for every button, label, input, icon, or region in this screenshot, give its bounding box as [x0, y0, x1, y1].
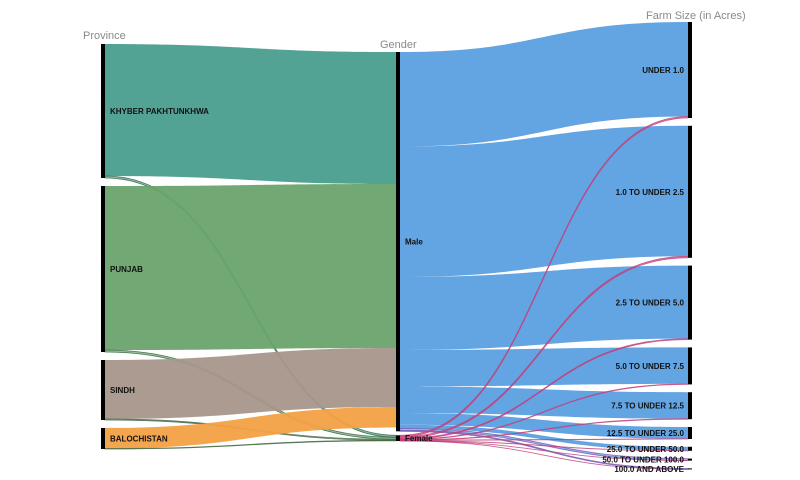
node-label-s7: 25.0 TO UNDER 50.0	[607, 445, 685, 454]
node-s8[interactable]	[688, 458, 692, 461]
node-label-sindh: SINDH	[110, 386, 135, 395]
link-male-to-s2[interactable]	[400, 125, 688, 277]
node-label-balochistan: BALOCHISTAN	[110, 435, 168, 444]
node-s5[interactable]	[688, 392, 692, 420]
link-sindh-to-male[interactable]	[105, 348, 396, 419]
column-header-farm-size: Farm Size (in Acres)	[646, 10, 746, 22]
node-label-punjab: PUNJAB	[110, 265, 143, 274]
link-male-to-s5[interactable]	[400, 386, 688, 419]
node-label-s2: 1.0 TO UNDER 2.5	[616, 188, 685, 197]
node-label-s4: 5.0 TO UNDER 7.5	[616, 362, 685, 371]
node-label-s9: 100.0 AND ABOVE	[614, 465, 684, 474]
node-label-s5: 7.5 TO UNDER 12.5	[611, 402, 684, 411]
node-s4[interactable]	[688, 347, 692, 385]
node-s2[interactable]	[688, 125, 692, 258]
node-label-s3: 2.5 TO UNDER 5.0	[616, 299, 685, 308]
node-s7[interactable]	[688, 446, 692, 451]
node-label-kp: KHYBER PAKHTUNKHWA	[110, 107, 209, 116]
link-male-to-s7[interactable]	[400, 424, 688, 451]
node-male[interactable]	[396, 52, 400, 432]
link-male-to-s1[interactable]	[400, 22, 688, 147]
column-header-gender: Gender	[380, 39, 417, 51]
link-balochistan-to-male[interactable]	[105, 407, 396, 449]
node-female[interactable]	[396, 435, 400, 441]
node-s9[interactable]	[688, 468, 692, 470]
node-s1[interactable]	[688, 22, 692, 118]
link-kp-to-male[interactable]	[105, 44, 396, 184]
node-label-s6: 12.5 TO UNDER 25.0	[607, 429, 685, 438]
node-kp[interactable]	[101, 44, 105, 178]
node-label-female: Female	[405, 434, 433, 443]
node-punjab[interactable]	[101, 186, 105, 352]
link-male-to-s4[interactable]	[400, 347, 688, 387]
node-balochistan[interactable]	[101, 428, 105, 449]
node-s6[interactable]	[688, 427, 692, 439]
link-male-to-s3[interactable]	[400, 265, 688, 350]
node-sindh[interactable]	[101, 360, 105, 420]
node-label-s8: 50.0 TO UNDER 100.0	[602, 456, 684, 465]
column-header-province: Province	[83, 30, 126, 42]
node-s3[interactable]	[688, 265, 692, 340]
link-punjab-to-male[interactable]	[105, 184, 396, 350]
node-label-s1: UNDER 1.0	[642, 66, 684, 75]
node-label-male: Male	[405, 238, 423, 247]
